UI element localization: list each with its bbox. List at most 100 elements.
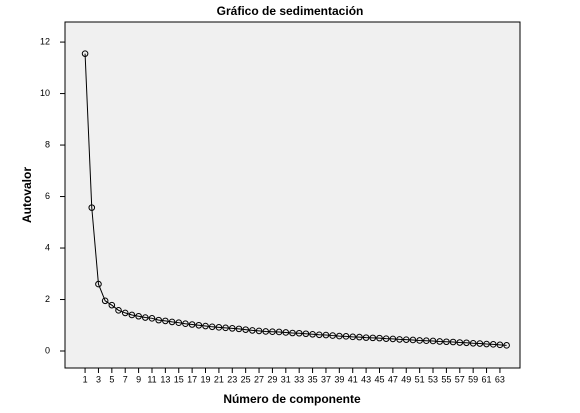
point [369, 334, 377, 342]
y-tick-label: 8 [45, 139, 50, 149]
x-tick-label: 35 [308, 374, 318, 384]
x-tick-label: 17 [187, 374, 197, 384]
x-tick-label: 3 [96, 374, 101, 384]
point [489, 341, 497, 348]
point [322, 331, 330, 339]
plot-area [64, 21, 521, 369]
point [235, 325, 243, 333]
x-tick-label: 13 [160, 374, 170, 384]
point [315, 331, 323, 339]
x-tick-label: 37 [321, 374, 331, 384]
x-tick-label: 53 [428, 374, 438, 384]
x-tick-label: 49 [401, 374, 411, 384]
point [503, 342, 510, 349]
point [269, 328, 276, 336]
x-tick-label: 47 [388, 374, 398, 384]
point [249, 327, 256, 334]
point [496, 341, 504, 349]
point [228, 325, 236, 332]
point [362, 334, 370, 341]
x-tick-label: 11 [147, 374, 156, 384]
point [449, 338, 457, 346]
y-axis-title: Autovalor [20, 167, 34, 223]
point [443, 338, 450, 346]
point [329, 332, 336, 339]
point [155, 316, 162, 324]
point [295, 329, 303, 337]
point [429, 337, 437, 345]
point [302, 330, 310, 338]
x-tick-label: 29 [267, 374, 277, 384]
x-tick-label: 51 [415, 374, 425, 384]
x-tick-label: 23 [227, 374, 237, 384]
point [101, 297, 109, 305]
point [121, 309, 129, 317]
x-tick-label: 9 [136, 374, 141, 384]
point [195, 321, 203, 329]
y-tick-label: 2 [45, 294, 50, 304]
point [342, 333, 350, 340]
point [469, 339, 477, 347]
x-tick-label: 21 [214, 374, 224, 384]
point [423, 337, 430, 345]
x-tick-label: 55 [441, 374, 451, 384]
point [128, 311, 136, 319]
point [402, 336, 410, 343]
x-tick-label: 19 [201, 374, 211, 384]
point [275, 328, 283, 336]
point [115, 307, 122, 314]
point [148, 315, 156, 322]
point [108, 301, 116, 309]
y-tick-label: 0 [45, 345, 50, 355]
x-tick-label: 33 [294, 374, 304, 384]
point [162, 317, 169, 325]
point [208, 323, 216, 331]
point [168, 318, 176, 326]
point [356, 333, 363, 341]
point [349, 333, 357, 341]
x-axis-title: Número de componente [223, 392, 361, 406]
point [309, 330, 316, 338]
point [282, 329, 290, 336]
point [188, 321, 196, 328]
point [95, 280, 102, 288]
point [483, 340, 490, 348]
point [396, 336, 403, 343]
x-tick-label: 27 [254, 374, 264, 384]
x-tick-label: 41 [348, 374, 358, 384]
x-tick-label: 39 [334, 374, 344, 384]
point [289, 329, 296, 337]
x-tick-label: 15 [174, 374, 184, 384]
y-tick-label: 6 [45, 191, 50, 201]
point [242, 326, 249, 333]
point [175, 319, 183, 326]
point [389, 335, 397, 343]
point [81, 50, 89, 57]
point [463, 339, 470, 347]
point [262, 328, 270, 335]
x-tick-label: 57 [455, 374, 465, 384]
point [255, 327, 263, 335]
point [215, 324, 223, 331]
x-tick-label: 25 [241, 374, 251, 384]
x-tick-label: 43 [361, 374, 371, 384]
x-tick-label: 1 [83, 374, 88, 384]
x-tick-label: 5 [109, 374, 114, 384]
point [135, 312, 142, 320]
chart-title: Gráfico de sedimentación [217, 4, 364, 18]
x-tick-label: 45 [374, 374, 384, 384]
point [409, 336, 417, 344]
point [382, 335, 390, 342]
point [476, 340, 484, 347]
point [182, 320, 189, 328]
x-tick-label: 31 [281, 374, 291, 384]
point [222, 324, 229, 332]
point [88, 204, 96, 211]
point [141, 314, 149, 321]
x-tick-label: 61 [482, 374, 492, 384]
point [456, 339, 464, 346]
x-tick-label: 7 [123, 374, 128, 384]
line [84, 53, 507, 346]
y-tick-label: 10 [40, 88, 50, 98]
